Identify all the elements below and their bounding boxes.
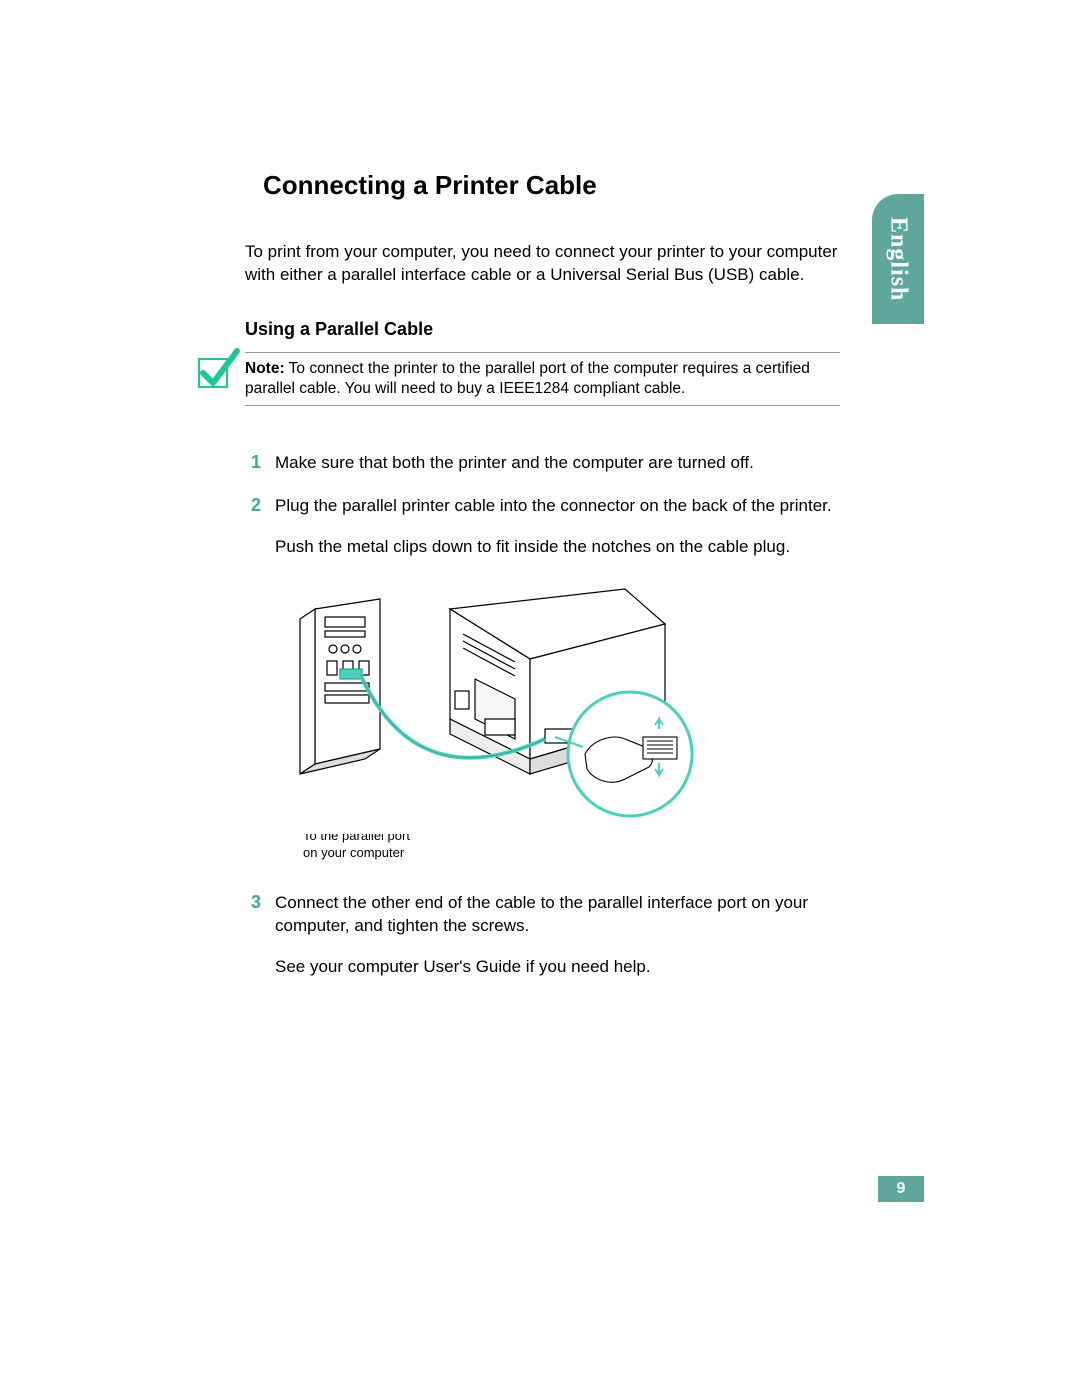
step-number: 2: [245, 495, 261, 559]
step-number: 1: [245, 452, 261, 475]
step-item: 1 Make sure that both the printer and th…: [245, 452, 840, 475]
step-text: Plug the parallel printer cable into the…: [275, 495, 840, 518]
step-text: Connect the other end of the cable to th…: [275, 892, 840, 938]
steps-list: 1 Make sure that both the printer and th…: [245, 452, 840, 559]
page-number: 9: [878, 1176, 924, 1202]
step-body: Connect the other end of the cable to th…: [275, 892, 840, 979]
intro-paragraph: To print from your computer, you need to…: [245, 241, 840, 287]
step-item: 3 Connect the other end of the cable to …: [245, 892, 840, 979]
caption-line: on your computer: [303, 845, 404, 860]
step-item: 2 Plug the parallel printer cable into t…: [245, 495, 840, 559]
step-text: Make sure that both the printer and the …: [275, 452, 840, 475]
section-subheading: Using a Parallel Cable: [245, 319, 840, 340]
language-label: English: [885, 217, 912, 301]
note-block: Note: To connect the printer to the para…: [245, 352, 840, 406]
step-body: Make sure that both the printer and the …: [275, 452, 840, 475]
step-body: Plug the parallel printer cable into the…: [275, 495, 840, 559]
steps-list-continued: 3 Connect the other end of the cable to …: [245, 892, 840, 979]
step-text: See your computer User's Guide if you ne…: [275, 956, 840, 979]
step-number: 3: [245, 892, 261, 979]
printer-cable-figure: [245, 579, 840, 834]
language-tab: English: [872, 194, 924, 324]
step-text: Push the metal clips down to fit inside …: [275, 536, 840, 559]
note-label: Note:: [245, 360, 285, 377]
checkmark-icon: [195, 345, 241, 391]
page-title: Connecting a Printer Cable: [263, 170, 840, 201]
note-text: To connect the printer to the parallel p…: [245, 360, 810, 397]
